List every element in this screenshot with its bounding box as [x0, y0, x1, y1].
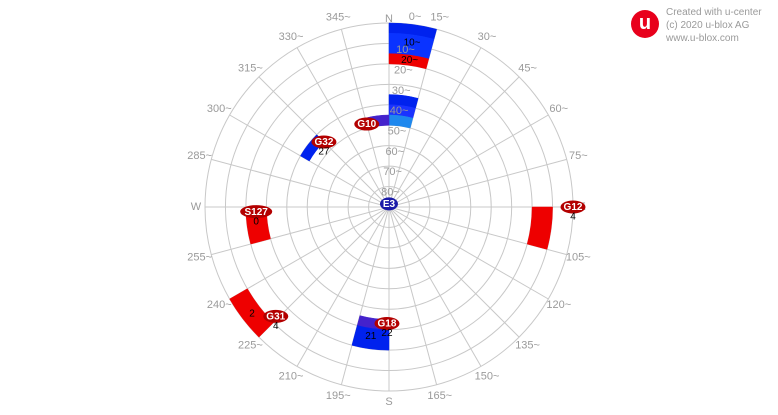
azimuth-label: 15~ — [430, 12, 449, 24]
branding-text: Created with u-center (c) 2020 u-blox AG… — [666, 6, 762, 45]
azimuth-spoke — [229, 206, 390, 300]
cell-value: 21 — [365, 331, 377, 342]
satellite-e3: E3 — [380, 197, 398, 211]
satellite-id: G18 — [378, 319, 397, 330]
azimuth-label: 165~ — [427, 390, 452, 402]
branding-line-3: www.u-blox.com — [666, 33, 739, 44]
azimuth-label: 345~ — [326, 12, 351, 24]
azimuth-spoke — [388, 206, 520, 338]
signal-cell — [388, 53, 429, 70]
cell-value: 20~ — [401, 55, 418, 66]
satellite-id: G12 — [564, 202, 583, 213]
satellite-marker — [380, 197, 398, 211]
azimuth-label: 240~ — [207, 299, 232, 311]
azimuth-label: 315~ — [238, 62, 263, 74]
cell-value: 10~ — [404, 38, 421, 49]
satellite-value: 4 — [273, 321, 279, 332]
direction-label-s: S — [385, 396, 392, 408]
azimuth-spoke — [211, 158, 390, 208]
elevation-label: 40~ — [390, 105, 409, 117]
azimuth-label: 135~ — [515, 339, 540, 351]
azimuth-spoke — [340, 206, 390, 385]
azimuth-label: 60~ — [549, 103, 568, 115]
azimuth-label: 30~ — [478, 31, 497, 43]
azimuth-spoke — [388, 47, 482, 208]
azimuth-label: 105~ — [566, 252, 591, 264]
branding-line-1: Created with u-center — [666, 7, 762, 18]
signal-cell — [526, 206, 553, 250]
azimuth-spoke — [388, 76, 520, 208]
azimuth-spoke — [296, 206, 390, 367]
cell-value: 2 — [249, 309, 255, 320]
direction-label-w: W — [191, 201, 202, 213]
azimuth-label: 225~ — [238, 339, 263, 351]
elevation-label: 20~ — [394, 65, 413, 77]
elevation-label: 80~ — [381, 187, 400, 199]
azimuth-label: 75~ — [569, 150, 588, 162]
satellite-id: G10 — [357, 119, 376, 130]
satellite-value: 0 — [253, 216, 259, 227]
satellite-marker — [240, 205, 273, 219]
satellite-value: 4 — [570, 212, 576, 223]
branding-line-2: (c) 2020 u-blox AG — [666, 20, 750, 31]
satellite-marker — [374, 317, 400, 331]
u-blox-logo: u — [631, 10, 659, 38]
azimuth-label: 330~ — [279, 31, 304, 43]
azimuth-spoke — [388, 114, 549, 208]
azimuth-label: 255~ — [187, 252, 212, 264]
satellite-id: G31 — [266, 311, 285, 322]
azimuth-spoke — [388, 206, 482, 367]
signal-cell — [388, 114, 414, 129]
azimuth-label-0: 0~ — [409, 11, 422, 23]
azimuth-label: 285~ — [187, 150, 212, 162]
satellite-marker — [354, 117, 380, 131]
satellite-value: 22 — [381, 328, 393, 339]
azimuth-spoke — [388, 206, 549, 300]
azimuth-label: 300~ — [207, 103, 232, 115]
azimuth-spoke — [296, 47, 390, 208]
satellite-id: S127 — [245, 207, 269, 218]
signal-cells — [229, 22, 553, 351]
azimuth-label: 195~ — [326, 390, 351, 402]
elevation-label: 10~ — [396, 44, 415, 56]
satellite-value: 27 — [318, 147, 330, 158]
satellite-marker — [311, 135, 337, 149]
azimuth-spoke — [388, 158, 567, 208]
azimuth-label: 45~ — [518, 62, 537, 74]
satellite-id: E3 — [383, 199, 396, 210]
satellite-id: G32 — [314, 137, 333, 148]
azimuth-label: 210~ — [279, 371, 304, 383]
elevation-label: 50~ — [388, 126, 407, 138]
satellite-marker — [263, 309, 289, 323]
satellite-g10: G10 — [354, 117, 380, 131]
azimuth-spoke — [211, 206, 390, 256]
elevation-label: 30~ — [392, 85, 411, 97]
azimuth-label: 120~ — [546, 299, 571, 311]
direction-label-n: N — [385, 13, 393, 25]
elevation-label: 70~ — [383, 166, 402, 178]
branding: u Created with u-center (c) 2020 u-blox … — [622, 6, 772, 46]
satellite-marker — [560, 200, 586, 214]
elevation-label: 60~ — [385, 146, 404, 158]
azimuth-spoke — [388, 206, 438, 385]
axis-labels: NESW0~15~30~45~60~75~105~120~135~150~165… — [187, 11, 590, 408]
azimuth-label: 150~ — [475, 371, 500, 383]
